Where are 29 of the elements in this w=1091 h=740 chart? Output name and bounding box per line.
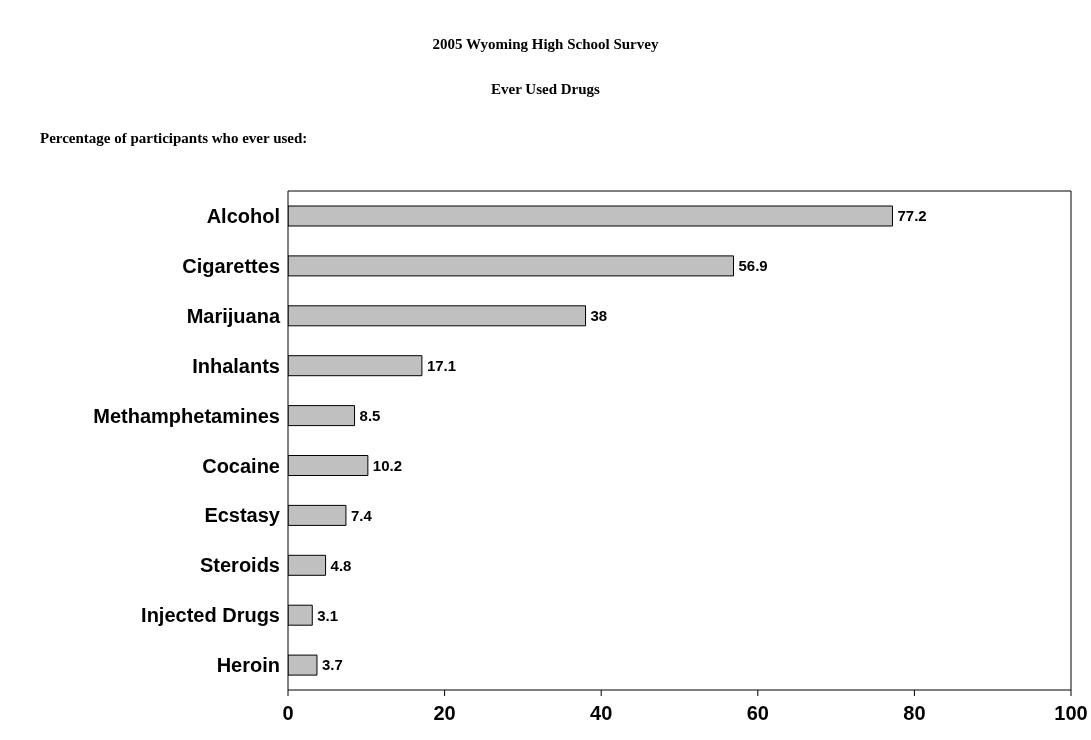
- y-tick-label: Cigarettes: [182, 254, 280, 277]
- y-tick-label: Steroids: [199, 554, 280, 577]
- x-tick-label: 80: [903, 702, 926, 725]
- data-label: 77.2: [897, 207, 927, 225]
- y-tick-label: Heroin: [216, 654, 280, 677]
- x-tick-label: 20: [433, 702, 456, 725]
- y-tick-label: Injected Drugs: [141, 604, 280, 627]
- y-tick-label: Alcohol: [206, 205, 280, 228]
- data-label: 8.5: [359, 406, 381, 424]
- data-label: 3.1: [317, 606, 339, 624]
- chart-title: 2005 Wyoming High School Survey: [431, 36, 660, 53]
- data-label: 10.2: [372, 456, 403, 474]
- data-label: 7.4: [350, 506, 373, 524]
- x-tick-label: 0: [282, 702, 294, 725]
- y-tick-label: Methamphetamines: [93, 404, 280, 427]
- y-tick-label: Cocaine: [202, 454, 280, 477]
- data-label: 4.8: [330, 556, 352, 574]
- y-tick-label: Inhalants: [192, 354, 280, 377]
- data-label: 38: [590, 307, 608, 325]
- x-tick-label: 40: [590, 702, 613, 725]
- y-tick-label: Ecstasy: [204, 504, 281, 527]
- chart-subtitle: Ever Used Drugs: [490, 81, 601, 98]
- data-label: 3.7: [321, 656, 343, 674]
- data-label: 17.1: [426, 357, 457, 375]
- text: Percentage of participants who ever used:: [40, 130, 308, 147]
- x-tick-label: 60: [746, 702, 769, 725]
- x-tick-label: 100: [1054, 702, 1088, 725]
- y-tick-label: Marijuana: [186, 304, 281, 327]
- data-label: 56.9: [738, 257, 768, 275]
